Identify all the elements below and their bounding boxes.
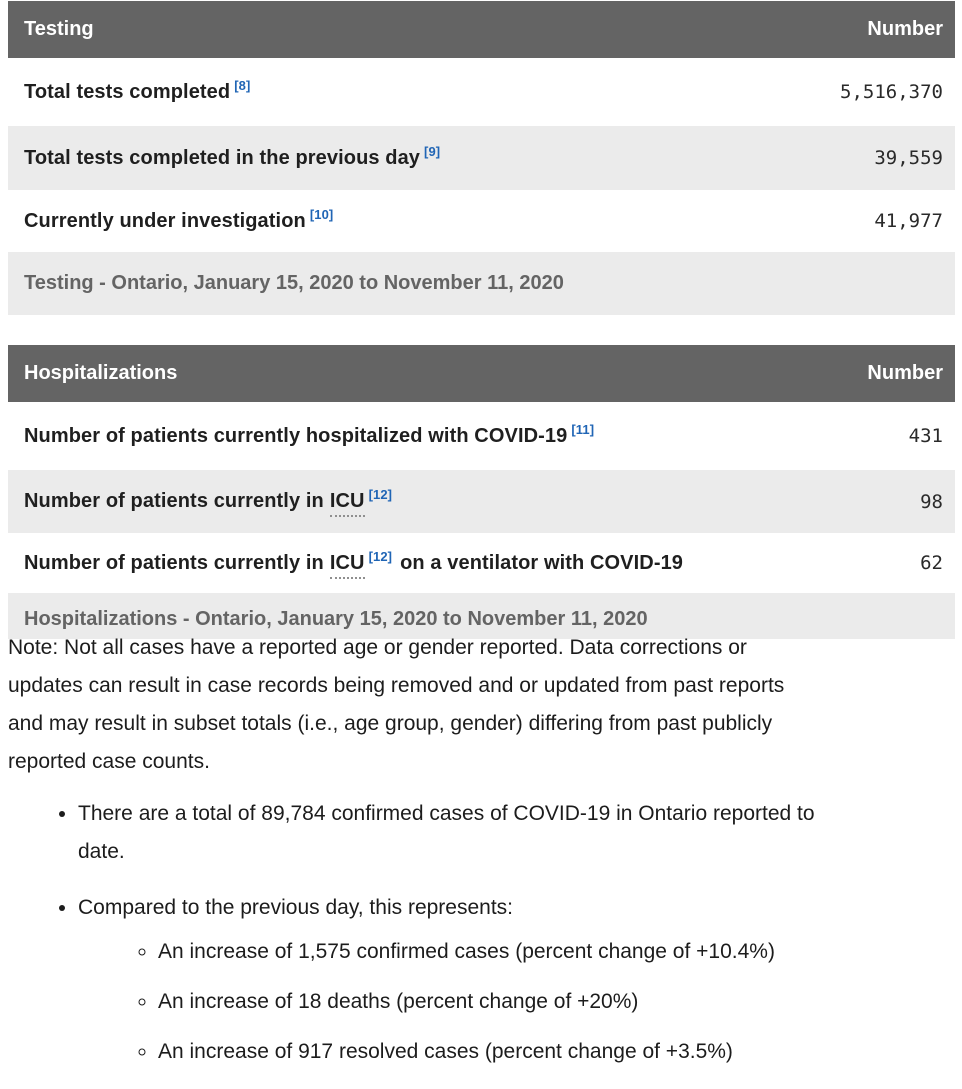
hospitalizations-number-column-header: Number (867, 362, 943, 384)
row-value-hospitalized: 431 (908, 425, 943, 447)
testing-table-header: Testing Number (8, 1, 955, 58)
footnote-ref-9[interactable]: [9] (424, 143, 441, 159)
footnote-ref-12[interactable]: [12] (368, 487, 393, 503)
sub-bullet-deaths: An increase of 18 deaths (percent change… (158, 983, 962, 1021)
row-label-total-tests: Total tests completed [8] (24, 77, 251, 104)
footnote-ref-11[interactable]: [11] (571, 421, 595, 437)
row-label-hospitalized: Number of patients currently hospitalize… (24, 421, 595, 448)
testing-number-column-header: Number (867, 18, 943, 40)
note-line: and may result in subset totals (i.e., a… (8, 712, 773, 735)
hospitalizations-table-title: Hospitalizations (24, 362, 178, 384)
footnote-ref-8[interactable]: [8] (234, 77, 251, 93)
row-value-under-investigation: 41,977 (874, 210, 943, 232)
table-row: Currently under investigation [10] 41,977 (8, 190, 955, 252)
row-label-text: Currently under investigation (24, 209, 306, 232)
table-row: Total tests completed in the previous da… (8, 126, 955, 190)
note-line: Note: Not all cases have a reported age … (8, 636, 747, 659)
hospitalizations-caption-text: Hospitalizations - Ontario, January 15, … (24, 608, 648, 630)
summary-bullet-list: There are a total of 89,784 confirmed ca… (0, 795, 962, 1071)
table-row: Total tests completed [8] 5,516,370 (8, 58, 955, 126)
footnote-ref-12[interactable]: [12] (368, 548, 393, 564)
footnote-ref-10[interactable]: [10] (309, 206, 334, 222)
data-note: Note: Not all cases have a reported age … (8, 629, 954, 781)
row-label-under-investigation: Currently under investigation [10] (24, 206, 334, 233)
hospitalizations-table: Hospitalizations Number Number of patien… (8, 345, 955, 639)
bullet-line: There are a total of 89,784 confirmed ca… (78, 802, 815, 825)
bullet-compared-previous-day: Compared to the previous day, this repre… (78, 889, 962, 1071)
sub-bullet-resolved-cases: An increase of 917 resolved cases (perce… (158, 1033, 962, 1071)
spacer (0, 315, 962, 345)
sub-bullet-confirmed-cases: An increase of 1,575 confirmed cases (pe… (158, 933, 962, 971)
icu-abbreviation: ICU (329, 551, 365, 579)
bullet-line: date. (78, 840, 125, 863)
daily-change-sublist: An increase of 1,575 confirmed cases (pe… (78, 933, 962, 1071)
testing-caption-text: Testing - Ontario, January 15, 2020 to N… (24, 272, 564, 294)
row-label-text: Total tests completed in the previous da… (24, 146, 421, 169)
testing-table-caption: Testing - Ontario, January 15, 2020 to N… (8, 252, 955, 315)
row-value-total-tests: 5,516,370 (840, 81, 943, 103)
testing-table-title: Testing (24, 18, 94, 40)
row-label-icu: Number of patients currently in ICU [12] (24, 487, 393, 517)
table-row: Number of patients currently in ICU [12] on… (8, 533, 955, 593)
row-label-text: on a ventilator with COVID-19 (400, 551, 684, 574)
row-label-text: Number of patients currently in (24, 551, 324, 574)
note-line: reported case counts. (8, 750, 210, 773)
row-value-previous-day-tests: 39,559 (874, 147, 943, 169)
table-row: Number of patients currently hospitalize… (8, 402, 955, 470)
hospitalizations-table-header: Hospitalizations Number (8, 345, 955, 402)
table-row: Number of patients currently in ICU [12] 9… (8, 470, 955, 533)
row-value-icu: 98 (920, 490, 943, 513)
row-label-text: Total tests completed (24, 80, 231, 103)
bullet-line: Compared to the previous day, this repre… (78, 896, 514, 919)
note-line: updates can result in case records being… (8, 674, 785, 697)
row-label-icu-ventilator: Number of patients currently in ICU [12] on… (24, 548, 684, 579)
hospitalizations-table-caption: Hospitalizations - Ontario, January 15, … (8, 593, 955, 639)
row-label-text: Number of patients currently hospitalize… (24, 424, 568, 447)
icu-abbreviation: ICU (329, 490, 365, 517)
row-label-previous-day-tests: Total tests completed in the previous da… (24, 143, 441, 170)
bullet-total-cases: There are a total of 89,784 confirmed ca… (78, 795, 962, 871)
testing-table: Testing Number Total tests completed [8] … (8, 1, 955, 315)
row-value-icu-ventilator: 62 (920, 552, 943, 574)
row-label-text: Number of patients currently in (24, 490, 324, 512)
